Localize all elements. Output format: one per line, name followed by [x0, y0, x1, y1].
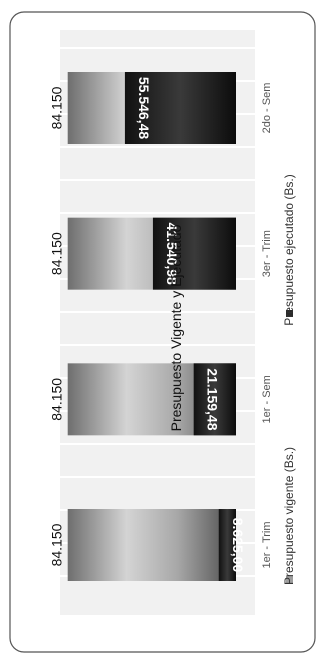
legend-item-ejecutado: Presupuesto ejecutado (Bs.) — [282, 174, 296, 325]
bar-ejecutado — [152, 217, 236, 290]
data-label-vigente: 84.150 — [49, 86, 65, 129]
data-label-vigente: 84.150 — [49, 523, 65, 566]
category-label: 1er - Trim — [261, 521, 273, 568]
legend-label: Presupuesto ejecutado (Bs.) — [282, 174, 296, 325]
bar-ejecutado — [193, 363, 236, 436]
data-label-vigente: 84.150 — [49, 232, 65, 275]
legend: Presupuesto vigente (Bs.) Presupuesto ej… — [282, 174, 296, 585]
chart-title: Presupuesto Vigente y Ejecutado — [168, 224, 184, 431]
category-label: 1er - Sem — [261, 375, 273, 423]
data-label-ejecutado: 41.540,98 — [164, 223, 180, 285]
bar-vigente — [67, 509, 236, 581]
bar-ejecutado — [124, 72, 236, 144]
data-label-ejecutado: 55.546,48 — [136, 77, 152, 139]
legend-label: Presupuesto vigente (Bs.) — [282, 447, 296, 585]
bar-ejecutado — [218, 509, 236, 581]
category-label: 3er - Trim — [261, 230, 273, 277]
legend-swatch — [286, 310, 293, 317]
legend-item-vigente: Presupuesto vigente (Bs.) — [282, 447, 296, 585]
category-label: 2do - Sem — [261, 83, 273, 134]
legend-swatch — [286, 576, 293, 583]
data-label-ejecutado: 21.159,48 — [205, 368, 221, 430]
data-label-ejecutado: 8.625,00 — [230, 518, 246, 573]
data-label-vigente: 84.150 — [49, 378, 65, 421]
